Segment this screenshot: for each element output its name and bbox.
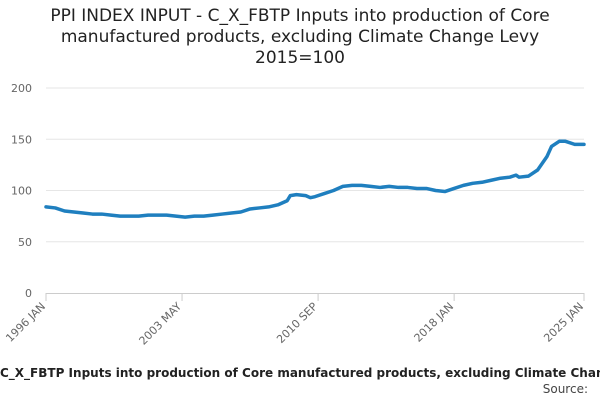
- y-tick-label: 100: [11, 185, 32, 198]
- x-tick-label: 2025 JAN: [541, 300, 586, 345]
- source-label: Source:: [542, 382, 588, 396]
- x-tick-label: 2010 SEP: [274, 300, 320, 346]
- legend: C_X_FBTP Inputs into production of Core …: [0, 366, 600, 380]
- y-tick-label: 50: [18, 236, 32, 249]
- x-tick-label: 1996 JAN: [3, 300, 48, 345]
- chart-title: PPI INDEX INPUT - C_X_FBTP Inputs into p…: [0, 6, 600, 69]
- chart-title-line-2: manufactured products, excluding Climate…: [60, 27, 540, 47]
- y-tick-label: 0: [25, 287, 32, 300]
- y-tick-label: 150: [11, 133, 32, 146]
- chart-title-line-1: PPI INDEX INPUT - C_X_FBTP Inputs into p…: [50, 6, 550, 26]
- series-line: [44, 139, 586, 219]
- legend-series-label: C_X_FBTP Inputs into production of Core …: [0, 366, 600, 380]
- x-tick-label: 2018 JAN: [412, 300, 457, 345]
- chart-title-line-3: 2015=100: [255, 48, 345, 68]
- y-tick-label: 200: [11, 82, 32, 95]
- x-tick-label: 2003 MAY: [137, 300, 185, 348]
